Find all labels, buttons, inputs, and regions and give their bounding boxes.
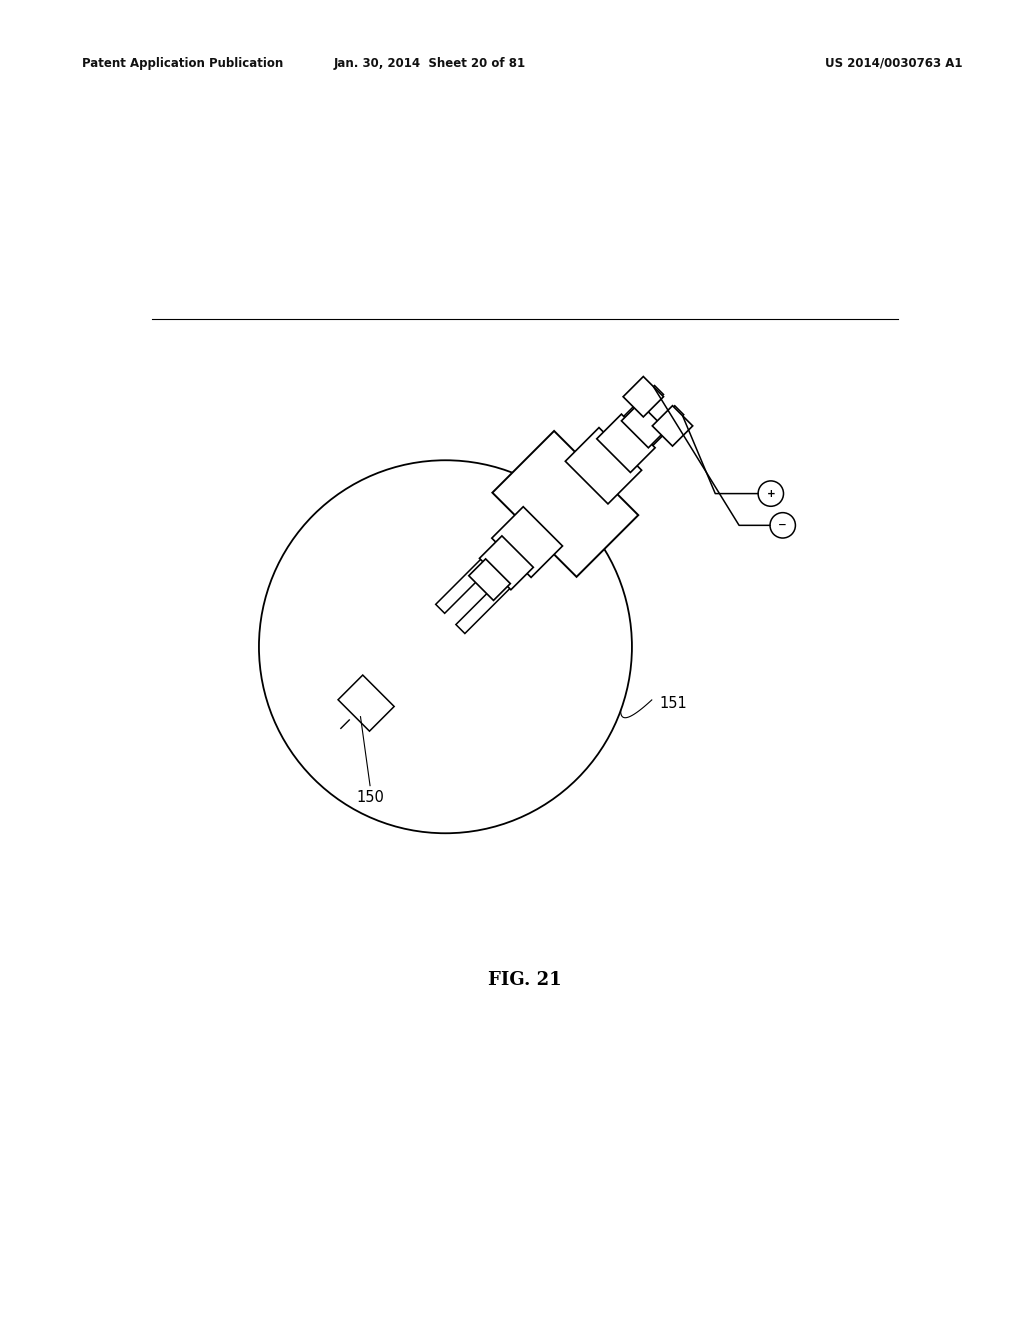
Polygon shape	[652, 405, 692, 446]
Text: 151: 151	[659, 697, 687, 711]
Polygon shape	[469, 558, 510, 601]
Polygon shape	[479, 536, 534, 590]
Text: FIG. 21: FIG. 21	[488, 972, 561, 989]
Text: +: +	[766, 488, 775, 499]
Text: −: −	[778, 520, 787, 531]
Text: US 2014/0030763 A1: US 2014/0030763 A1	[825, 57, 963, 70]
Text: Patent Application Publication: Patent Application Publication	[82, 57, 284, 70]
Polygon shape	[435, 385, 664, 614]
Polygon shape	[338, 675, 394, 731]
Polygon shape	[565, 428, 642, 504]
Polygon shape	[492, 507, 562, 577]
Polygon shape	[622, 403, 667, 447]
Polygon shape	[493, 430, 638, 577]
Text: Jan. 30, 2014  Sheet 20 of 81: Jan. 30, 2014 Sheet 20 of 81	[334, 57, 526, 70]
Polygon shape	[624, 376, 664, 417]
Polygon shape	[597, 414, 655, 473]
Polygon shape	[456, 405, 684, 634]
Text: 150: 150	[356, 789, 384, 805]
